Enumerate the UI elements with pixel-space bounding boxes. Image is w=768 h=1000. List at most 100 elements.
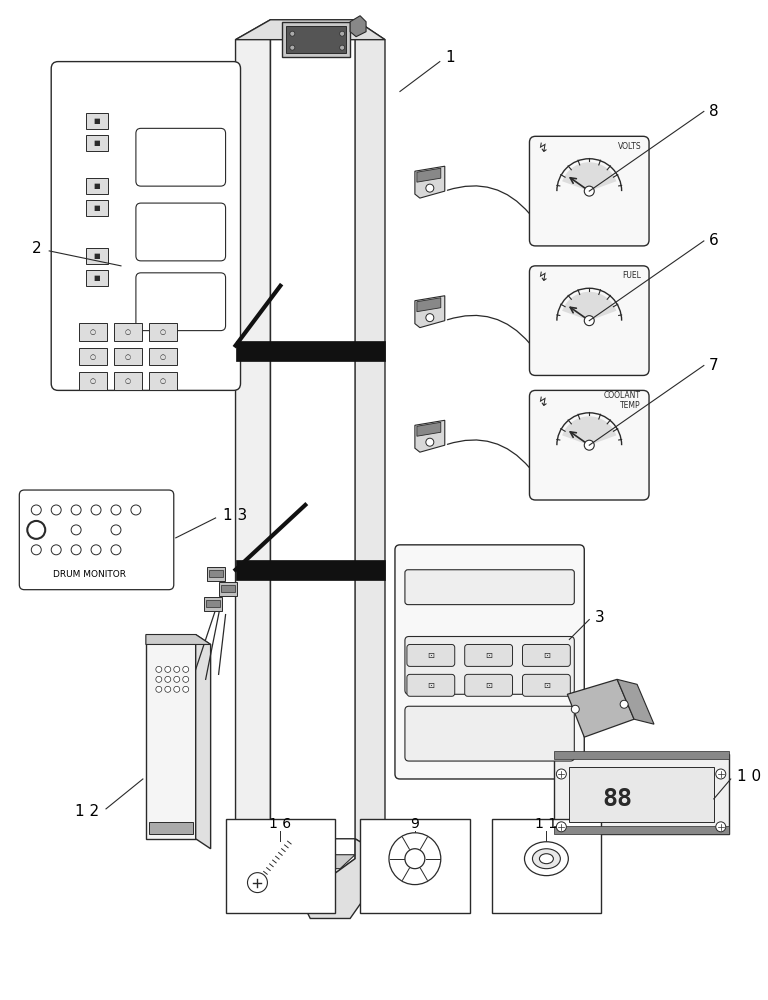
Text: ⊡: ⊡: [485, 651, 492, 660]
Text: ○: ○: [160, 329, 166, 335]
Circle shape: [174, 676, 180, 682]
Circle shape: [156, 666, 162, 672]
Polygon shape: [146, 635, 196, 839]
Text: ○: ○: [125, 354, 131, 360]
Bar: [209, 570, 223, 577]
FancyBboxPatch shape: [407, 644, 455, 666]
Circle shape: [183, 676, 189, 682]
FancyBboxPatch shape: [465, 674, 512, 696]
Polygon shape: [355, 20, 385, 857]
Circle shape: [28, 521, 45, 539]
Text: 1 6: 1 6: [270, 817, 291, 831]
Polygon shape: [617, 679, 654, 724]
Circle shape: [111, 545, 121, 555]
Circle shape: [425, 184, 434, 192]
Polygon shape: [300, 839, 385, 918]
Circle shape: [339, 31, 345, 36]
Bar: [149, 372, 177, 390]
Text: 8: 8: [709, 104, 718, 119]
Circle shape: [584, 316, 594, 326]
Text: 9: 9: [410, 817, 419, 831]
Ellipse shape: [532, 849, 561, 869]
Text: 1 0: 1 0: [737, 769, 761, 784]
Circle shape: [71, 525, 81, 535]
Text: 1 1: 1 1: [535, 817, 558, 831]
Polygon shape: [415, 420, 445, 452]
Circle shape: [156, 686, 162, 692]
Circle shape: [165, 666, 170, 672]
Polygon shape: [236, 560, 385, 580]
Text: 1: 1: [445, 50, 455, 65]
Circle shape: [111, 525, 121, 535]
Text: ○: ○: [90, 329, 96, 335]
Bar: [554, 826, 729, 834]
Polygon shape: [270, 855, 355, 869]
Circle shape: [183, 666, 189, 672]
Circle shape: [247, 873, 267, 893]
Bar: [149, 323, 177, 341]
Text: ⊡: ⊡: [485, 681, 492, 690]
Polygon shape: [562, 162, 617, 191]
Bar: [569, 767, 713, 822]
Circle shape: [156, 676, 162, 682]
Polygon shape: [417, 298, 441, 312]
Text: ⊡: ⊡: [427, 681, 435, 690]
Ellipse shape: [539, 854, 554, 864]
Circle shape: [425, 314, 434, 322]
Text: 2: 2: [31, 241, 41, 256]
Bar: [114, 323, 142, 341]
Circle shape: [51, 545, 61, 555]
FancyBboxPatch shape: [51, 62, 240, 390]
Circle shape: [556, 769, 566, 779]
Bar: [86, 270, 108, 286]
Circle shape: [31, 545, 41, 555]
Polygon shape: [417, 168, 441, 182]
FancyBboxPatch shape: [405, 637, 574, 694]
Text: ○: ○: [160, 354, 166, 360]
FancyBboxPatch shape: [395, 545, 584, 779]
Text: ⊡: ⊡: [543, 651, 550, 660]
FancyBboxPatch shape: [529, 136, 649, 246]
Circle shape: [716, 769, 726, 779]
Text: ↯: ↯: [538, 142, 548, 155]
Bar: [220, 585, 234, 592]
Circle shape: [584, 186, 594, 196]
FancyBboxPatch shape: [407, 674, 455, 696]
Text: ■: ■: [94, 275, 101, 281]
FancyBboxPatch shape: [405, 706, 574, 761]
Circle shape: [71, 545, 81, 555]
Circle shape: [31, 505, 41, 515]
Text: 88: 88: [602, 787, 632, 811]
FancyBboxPatch shape: [405, 570, 574, 605]
Polygon shape: [417, 422, 441, 436]
Text: FUEL: FUEL: [622, 271, 641, 280]
Circle shape: [716, 822, 726, 832]
Text: ■: ■: [94, 253, 101, 259]
Polygon shape: [562, 292, 617, 321]
FancyBboxPatch shape: [529, 266, 649, 375]
Polygon shape: [415, 296, 445, 328]
Polygon shape: [236, 839, 300, 899]
Polygon shape: [236, 20, 385, 40]
Polygon shape: [415, 166, 445, 198]
Polygon shape: [219, 582, 237, 596]
Circle shape: [571, 705, 579, 713]
Circle shape: [91, 545, 101, 555]
Text: ↯: ↯: [538, 396, 548, 409]
Bar: [554, 751, 729, 759]
Circle shape: [290, 45, 295, 50]
Text: 3: 3: [595, 610, 605, 625]
Circle shape: [174, 686, 180, 692]
FancyBboxPatch shape: [465, 644, 512, 666]
Text: ○: ○: [125, 329, 131, 335]
Polygon shape: [283, 22, 350, 57]
Circle shape: [405, 849, 425, 869]
Polygon shape: [236, 341, 385, 361]
Bar: [86, 135, 108, 151]
Bar: [492, 819, 601, 913]
FancyBboxPatch shape: [19, 490, 174, 590]
Bar: [86, 178, 108, 194]
Circle shape: [111, 505, 121, 515]
FancyBboxPatch shape: [136, 203, 226, 261]
Text: 1 2: 1 2: [75, 804, 99, 819]
